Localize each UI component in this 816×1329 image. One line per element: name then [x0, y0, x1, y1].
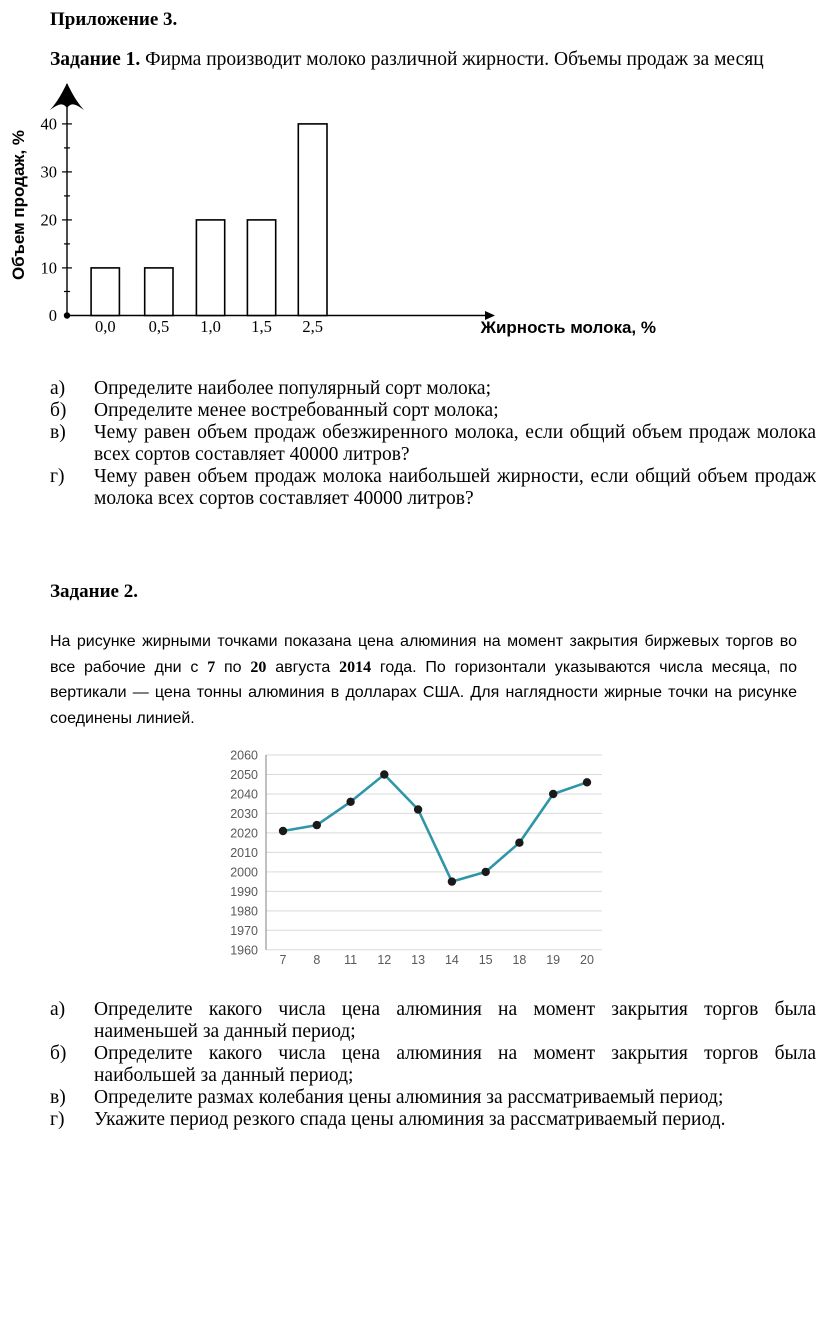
svg-text:2020: 2020	[230, 827, 258, 841]
svg-text:19: 19	[546, 953, 560, 967]
svg-text:11: 11	[344, 953, 357, 967]
svg-text:12: 12	[377, 953, 391, 967]
svg-text:7: 7	[280, 953, 287, 967]
svg-text:14: 14	[445, 953, 459, 967]
svg-text:0: 0	[49, 306, 57, 325]
svg-text:40: 40	[41, 115, 58, 134]
svg-text:1990: 1990	[230, 885, 258, 899]
svg-text:30: 30	[41, 163, 58, 182]
svg-text:Объем продаж, %: Объем продаж, %	[9, 130, 28, 280]
svg-text:1980: 1980	[230, 905, 258, 919]
svg-text:Жирность молока, %: Жирность молока, %	[480, 318, 656, 337]
svg-text:2000: 2000	[230, 866, 258, 880]
svg-text:2,5: 2,5	[302, 317, 323, 336]
svg-text:10: 10	[41, 259, 58, 278]
svg-text:1,5: 1,5	[251, 317, 272, 336]
svg-text:1,0: 1,0	[200, 317, 221, 336]
svg-text:1970: 1970	[230, 924, 258, 938]
svg-text:8: 8	[313, 953, 320, 967]
svg-text:20: 20	[41, 211, 58, 230]
svg-text:2040: 2040	[230, 788, 258, 802]
svg-text:1960: 1960	[230, 944, 258, 958]
svg-text:20: 20	[580, 953, 594, 967]
svg-text:15: 15	[479, 953, 493, 967]
svg-text:0,0: 0,0	[95, 317, 116, 336]
svg-text:0,5: 0,5	[149, 317, 170, 336]
svg-text:13: 13	[411, 953, 425, 967]
svg-text:2050: 2050	[230, 768, 258, 782]
svg-text:2060: 2060	[230, 749, 258, 763]
svg-text:2010: 2010	[230, 846, 258, 860]
svg-text:2030: 2030	[230, 807, 258, 821]
svg-text:18: 18	[512, 953, 526, 967]
